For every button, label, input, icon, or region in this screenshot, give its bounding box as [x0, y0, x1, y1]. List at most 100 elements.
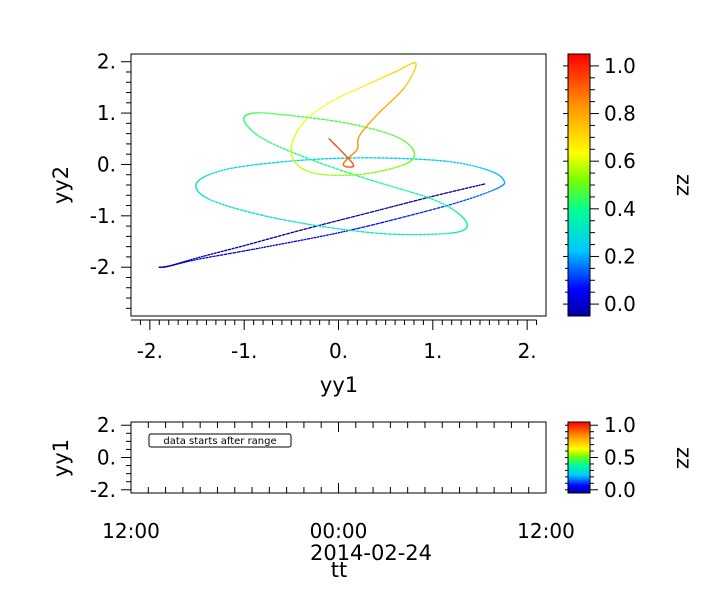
trajectory-segment [319, 106, 323, 110]
trajectory-segment [234, 166, 241, 169]
trajectory-segment [458, 188, 464, 191]
trajectory-segment [188, 260, 192, 262]
trajectory-segment [409, 200, 416, 203]
trajectory-segment [207, 198, 212, 201]
trajectory-segment [188, 258, 193, 261]
trajectory-segment [391, 134, 396, 137]
trajectory-segment [296, 129, 299, 133]
trajectory-segment [322, 118, 329, 121]
bottom-x-tick-label: 00:00 [310, 519, 368, 543]
trajectory-segment [395, 217, 401, 220]
data-range-note-box [148, 433, 292, 448]
trajectory-segment [274, 235, 281, 238]
trajectory-segment [472, 165, 477, 168]
trajectory-segment [380, 207, 387, 211]
trajectory-segment [300, 228, 306, 231]
trajectory-segment [295, 131, 298, 135]
trajectory-segment [309, 158, 315, 162]
trajectory-segment [332, 219, 339, 223]
top-colorbar: 1.0 0.8 0.6 0.4 0.2 0.0 zz [563, 53, 696, 317]
trajectory-segment [261, 214, 268, 217]
trajectory-segment [282, 233, 289, 236]
trajectory-segment [252, 247, 260, 250]
top-colorbar-tick-label: 0.0 [604, 292, 636, 316]
trajectory-segment [298, 154, 304, 158]
trajectory-segment [310, 113, 314, 117]
trajectory-segment [396, 136, 401, 139]
trajectory-segment [251, 163, 257, 166]
trajectory-segment [403, 215, 410, 218]
trajectory-segment [332, 232, 340, 235]
trajectory-segment [243, 249, 250, 252]
trajectory-segment [363, 225, 370, 228]
bottom-colorbar: 1.0 0.5 0.0 zz [565, 413, 696, 502]
trajectory-segment [386, 219, 392, 222]
trajectory-segment [284, 219, 292, 222]
trajectory-segment [421, 210, 427, 214]
trajectory-segment [480, 167, 484, 170]
bottom-x-axis-title: tt [331, 558, 347, 582]
trajectory-segment [255, 133, 260, 137]
top-y-tick-label: -2. [90, 255, 116, 279]
trajectory-segment [304, 227, 311, 230]
trajectory-segment [233, 251, 240, 254]
trajectory-segment [327, 221, 334, 224]
trajectory-segment [291, 230, 298, 234]
top-colorbar-tick-label: 0.2 [604, 244, 636, 268]
trajectory-segment [380, 182, 387, 186]
trajectory-segment [406, 190, 413, 193]
trajectory-segment [320, 162, 327, 166]
trajectory-segment [403, 84, 407, 89]
trajectory-segment [394, 135, 399, 138]
trajectory-segment [258, 239, 264, 243]
top-y-tick-label: 0. [97, 152, 116, 176]
top-colorbar-tick-label: 0.4 [604, 197, 636, 221]
trajectory-segment [390, 205, 397, 208]
trajectory-segment [186, 259, 191, 262]
trajectory-segment [260, 136, 264, 140]
trajectory-segment [205, 197, 210, 200]
trajectory-segment [361, 212, 368, 216]
trajectory-segment [490, 189, 494, 192]
trajectory-segment [375, 79, 379, 82]
trajectory-segment [270, 236, 277, 239]
trajectory-segment [287, 231, 293, 235]
trajectory-segment [399, 216, 406, 219]
trajectory-segment [436, 193, 443, 196]
trajectory-segment [400, 188, 408, 192]
trajectory-segment [462, 187, 468, 190]
trajectory-segment [440, 192, 447, 195]
trajectory-segment [307, 170, 311, 173]
trajectory-segment [317, 161, 323, 165]
trajectory-segment [390, 185, 398, 189]
bottom-colorbar-tick-label: 0.0 [604, 478, 636, 502]
trajectory-segment [477, 166, 482, 169]
bottom-colorbar-tick-labels: 1.0 0.5 0.0 [604, 413, 636, 502]
trajectory-segment [289, 220, 296, 223]
trajectory-segment [181, 260, 186, 263]
trajectory-segment [368, 82, 373, 85]
trajectory-segment [208, 173, 213, 176]
top-plot-ticks [121, 61, 538, 330]
trajectory-segment [406, 80, 410, 85]
trajectory-segment [370, 81, 375, 84]
trajectory-segment [237, 208, 243, 211]
trajectory-segment [240, 209, 247, 212]
trajectory-segment [363, 84, 368, 87]
trajectory-segment [309, 117, 316, 119]
trajectory-segment [328, 165, 334, 169]
top-plot-frame [130, 53, 547, 317]
trajectory-segment [225, 252, 231, 255]
trajectory-segment [358, 226, 365, 229]
trajectory-segment [449, 190, 456, 193]
top-y-tick-label: 1. [97, 101, 116, 125]
trajectory-segment [411, 72, 414, 76]
trajectory-segment [401, 163, 406, 166]
trajectory-segment [254, 240, 261, 244]
trajectory-segment [210, 172, 215, 175]
trajectory-segment [238, 165, 245, 168]
trajectory-segment [288, 240, 297, 244]
trajectory-segment [448, 206, 452, 209]
trajectory-segment [290, 151, 296, 155]
